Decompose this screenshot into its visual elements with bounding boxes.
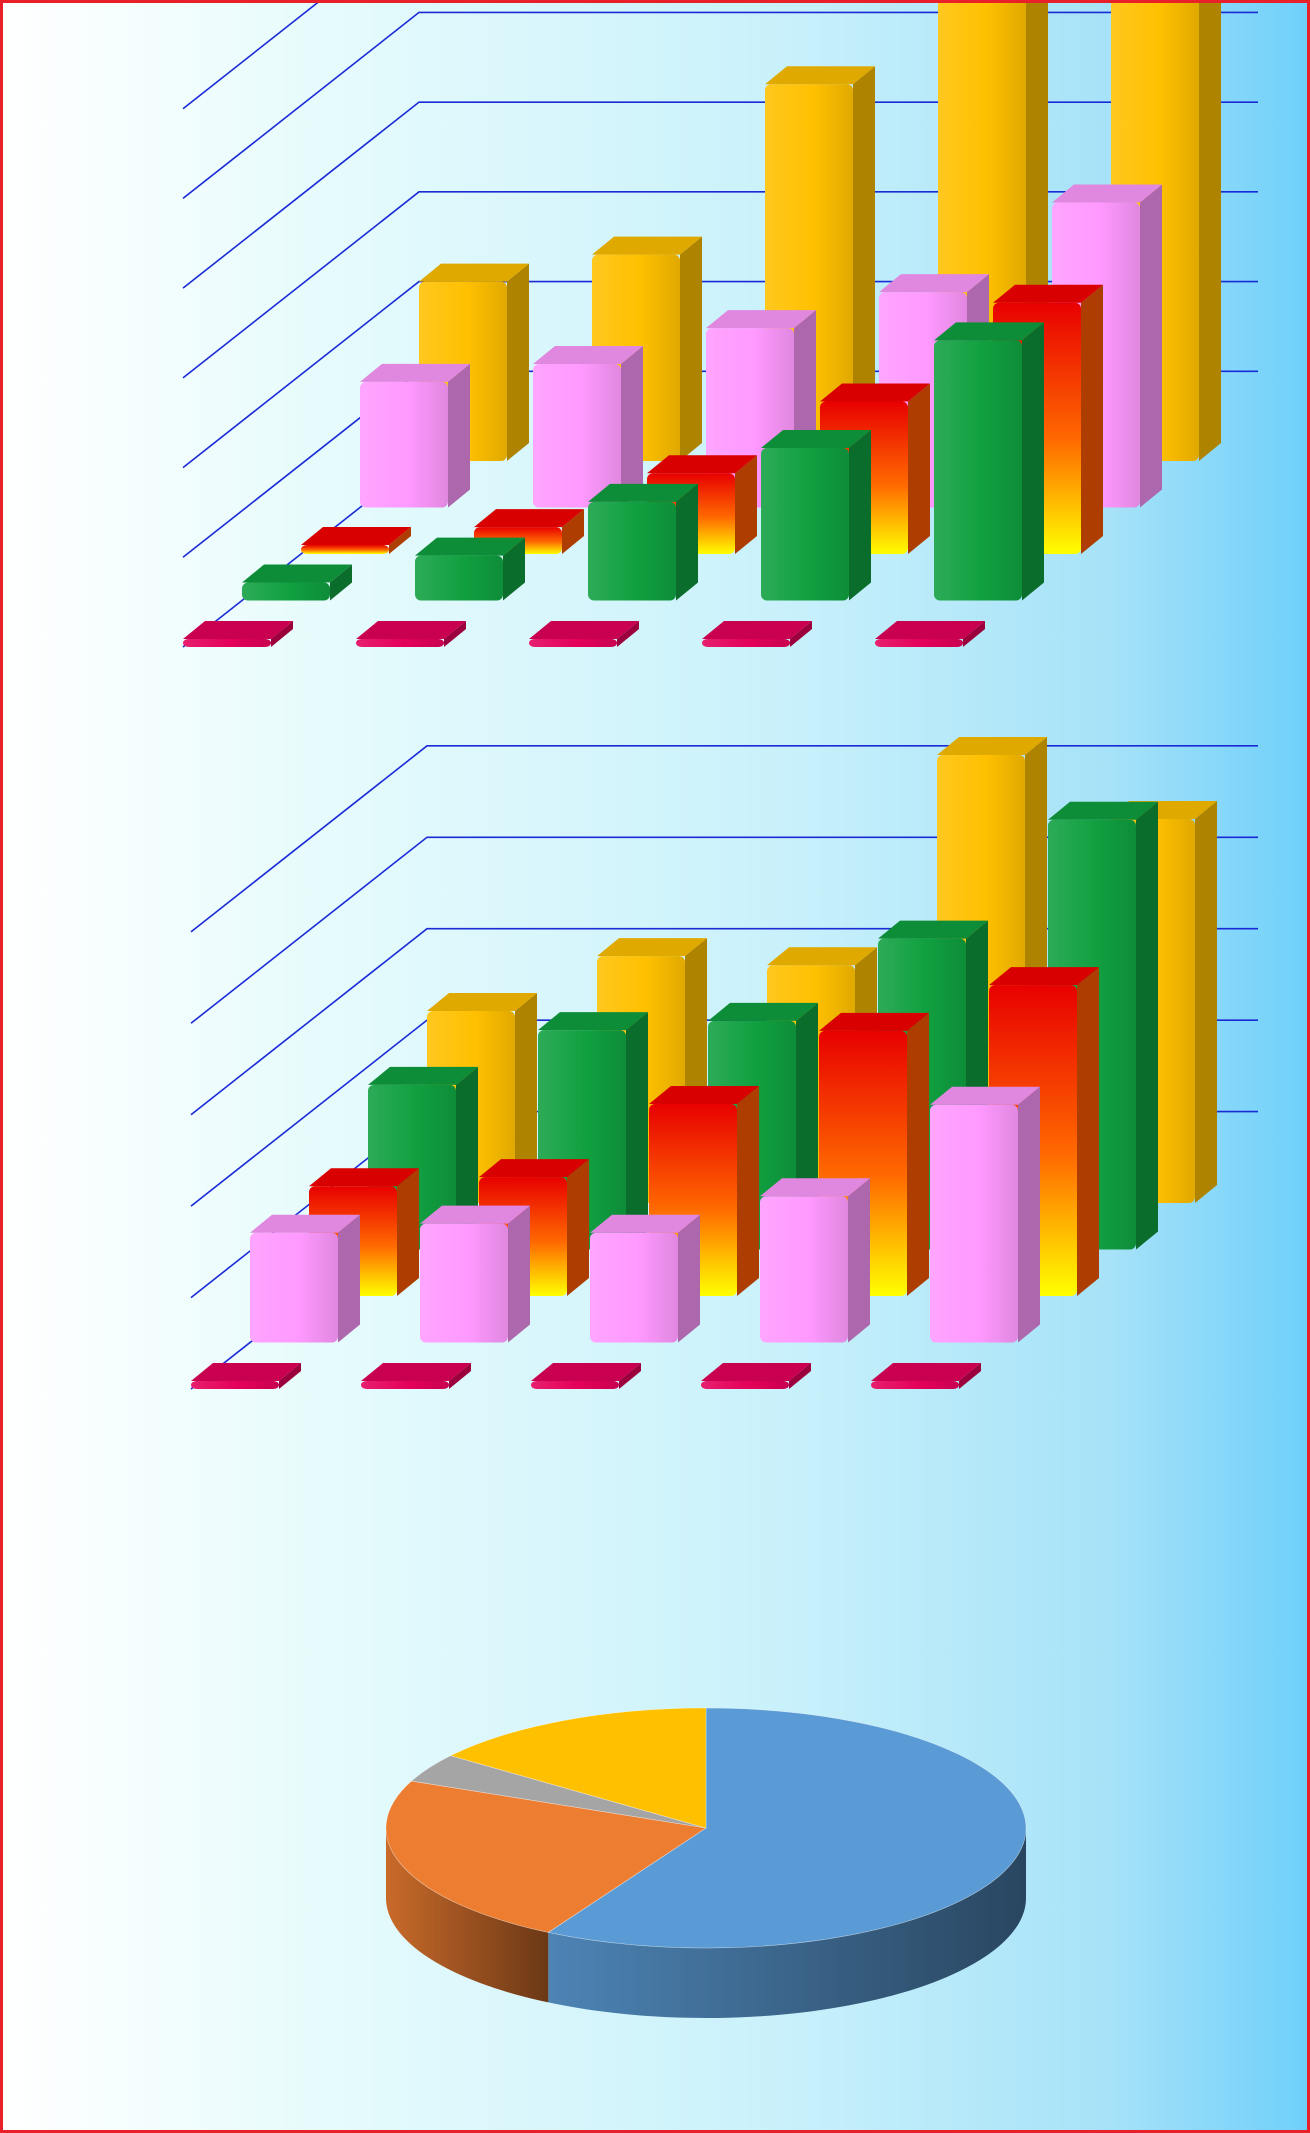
bar-c2-s0-x2: [531, 1363, 641, 1389]
bar-c1-s0-x3: [702, 621, 812, 647]
gridline: [182, 11, 1258, 200]
bar-chart-2: [190, 737, 1258, 1390]
bar-c1-s1-x2: [588, 483, 698, 601]
bar-c2-s0-x1: [361, 1363, 471, 1389]
bar-c1-s1-x3: [761, 429, 871, 601]
pie-chart: [385, 1707, 1027, 2018]
bar-c1-s0-x4: [875, 621, 985, 647]
bar-c2-s1-x2: [590, 1214, 700, 1343]
pie-slice-3: [449, 1707, 707, 1829]
bar-c1-s1-x1: [415, 537, 525, 601]
gridline: [182, 3, 319, 110]
pie-side-0: [548, 1828, 1026, 2018]
bar-c2-s1-x0: [250, 1214, 360, 1343]
bar-c2-s1-x3: [760, 1178, 870, 1343]
bar-c1-s2-x0: [301, 527, 411, 554]
bar-chart-1: [182, 3, 1258, 648]
bar-c2-s1-x1: [420, 1205, 530, 1343]
bar-c1-s1-x0: [242, 564, 352, 601]
bar-c1-s0-x1: [356, 621, 466, 647]
bar-c2-s0-x4: [871, 1363, 981, 1389]
bar-c1-s3-x1: [533, 345, 643, 508]
pie-slice-1: [385, 1780, 707, 1933]
charts-svg: [182, 3, 1258, 2018]
bar-c2-s0-x0: [191, 1363, 301, 1389]
bar-c1-s3-x0: [360, 363, 470, 508]
bar-c1-s1-x4: [934, 322, 1044, 601]
bar-c2-s0-x3: [701, 1363, 811, 1389]
bar-c1-s0-x0: [183, 621, 293, 647]
bar-c2-s1-x4: [930, 1086, 1040, 1343]
bar-c1-s0-x2: [529, 621, 639, 647]
pie-slice-0: [547, 1707, 1027, 1949]
pie-side-1: [386, 1828, 549, 2003]
